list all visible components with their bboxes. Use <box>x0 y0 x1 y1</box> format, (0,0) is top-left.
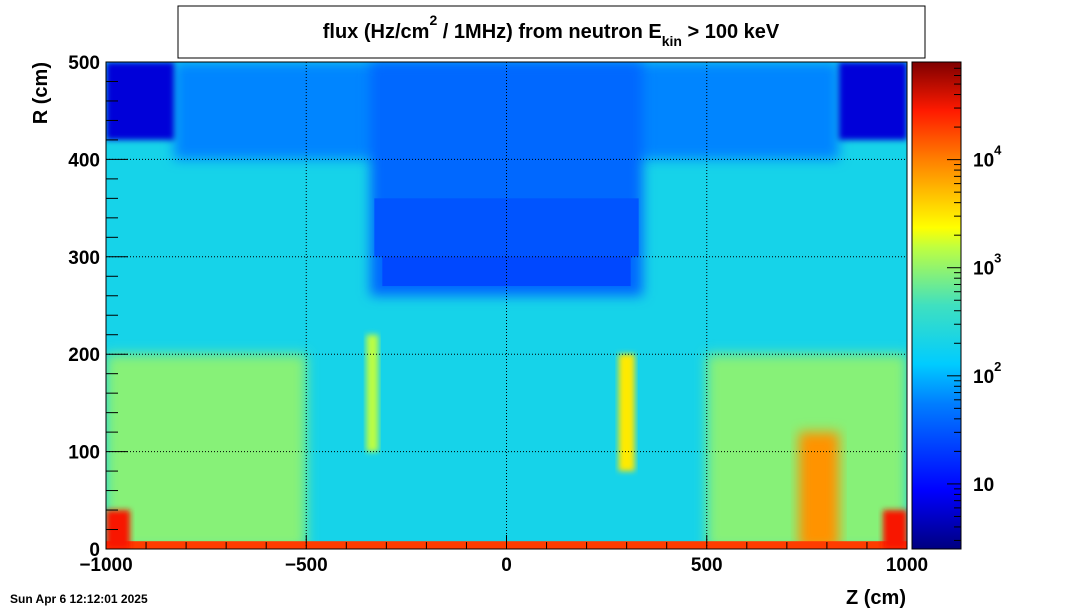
title-middle: / 1MHz) from neutron E <box>437 21 661 43</box>
y-tick-label: 200 <box>68 345 100 366</box>
x-axis-label: Z (cm) <box>846 587 906 609</box>
color-bar-axis: 10 102 103 104 <box>947 61 1002 541</box>
y-tick-label: 0 <box>89 540 100 561</box>
region-corner-top-right <box>838 62 907 140</box>
color-bar <box>911 61 962 550</box>
color-bar-tick-label: 103 <box>973 251 1001 280</box>
region-corner-bottom-right <box>882 510 907 549</box>
x-tick-label: 1000 <box>886 555 928 576</box>
title-superscript: 2 <box>429 12 437 28</box>
color-bar-tick-label: 104 <box>973 143 1002 172</box>
region-hotspot-right <box>798 432 839 549</box>
y-axis: 0 100 200 300 400 500 <box>68 53 128 561</box>
y-tick-label: 500 <box>68 53 100 74</box>
color-bar-tick-label: 102 <box>973 359 1001 388</box>
x-tick-label: −1000 <box>79 555 132 576</box>
y-tick-label: 100 <box>68 443 100 464</box>
title-suffix: > 100 keV <box>682 21 780 43</box>
title-box <box>177 5 926 59</box>
y-tick-label: 300 <box>68 248 100 269</box>
y-axis-label: R (cm) <box>30 62 52 124</box>
title-subscript: kin <box>662 33 682 49</box>
title-prefix: flux (Hz/cm <box>323 21 430 43</box>
color-bar-tick-label: 10 <box>973 475 994 496</box>
x-axis: −1000 −500 0 500 1000 <box>79 535 928 576</box>
grid-lines <box>106 62 907 549</box>
y-tick-label: 400 <box>68 150 100 171</box>
x-tick-label: 0 <box>501 555 512 576</box>
timestamp-footer: Sun Apr 6 12:12:01 2025 <box>10 592 148 606</box>
region-ridge-right <box>618 354 635 472</box>
region-ridge-left <box>366 334 379 452</box>
x-tick-label: −500 <box>285 555 328 576</box>
chart-title: flux (Hz/cm2 / 1MHz) from neutron Ekin >… <box>323 12 780 49</box>
x-tick-label: 500 <box>691 555 723 576</box>
